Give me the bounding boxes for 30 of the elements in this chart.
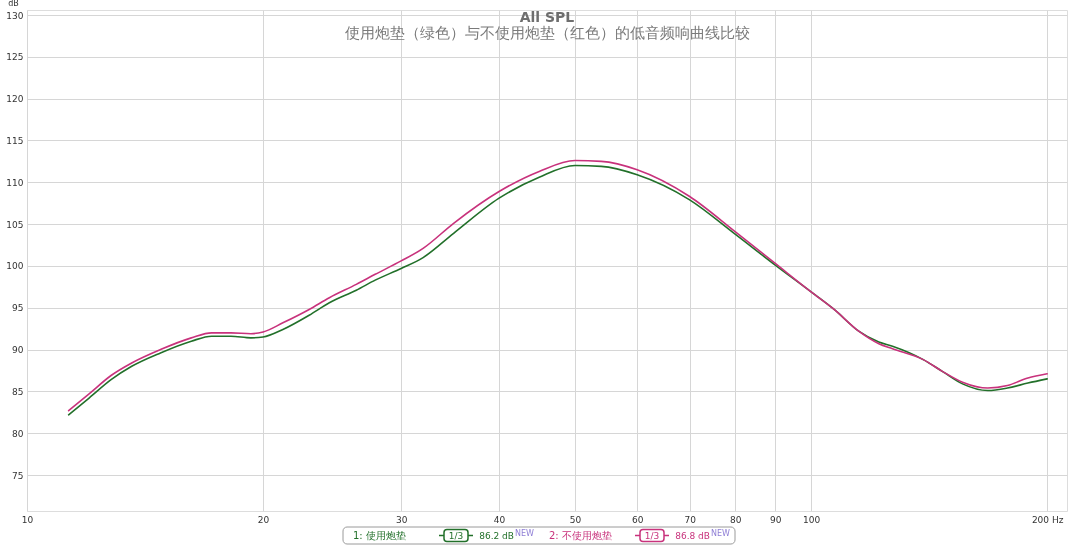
x-tick-label: 10 <box>21 514 34 525</box>
y-tick-label: 85 <box>12 386 24 397</box>
y-tick-label: 95 <box>12 303 24 314</box>
y-tick-label: 125 <box>6 52 24 63</box>
text: 1/3 <box>448 530 464 541</box>
y-axis-title: dB <box>8 0 19 8</box>
y-tick-label: 105 <box>6 219 24 230</box>
y-tick-label: 115 <box>6 135 24 146</box>
x-tick-label: 100 <box>803 514 821 525</box>
y-tick-label: 120 <box>6 94 24 105</box>
x-tick-label: 40 <box>493 514 506 525</box>
y-tick-label: 130 <box>6 10 24 21</box>
x-tick-label: 80 <box>729 514 742 525</box>
x-tick-label: 70 <box>684 514 697 525</box>
chart-title: All SPL <box>519 9 575 25</box>
x-tick-label: 200 Hz <box>1031 514 1064 525</box>
legend-label: 2: 不使用炮垫 <box>549 529 612 541</box>
y-tick-label: 100 <box>6 261 24 272</box>
x-tick-label: 20 <box>257 514 270 525</box>
text: 1/3 <box>644 530 660 541</box>
text: 使用炮垫（绿色）与不使用炮垫（红色）的低音频响曲线比较 <box>344 24 750 42</box>
y-tick-label: 90 <box>12 345 24 356</box>
y-tick-label: 80 <box>12 428 24 439</box>
x-tick-label: 90 <box>770 514 782 525</box>
text: 1: 使用炮垫 <box>353 529 406 541</box>
x-tick-label: 50 <box>569 514 582 525</box>
x-tick-label: 60 <box>631 514 644 525</box>
y-tick-label: 75 <box>12 470 24 481</box>
x-tick-label: 30 <box>395 514 408 525</box>
y-tick-label: 110 <box>6 177 24 188</box>
